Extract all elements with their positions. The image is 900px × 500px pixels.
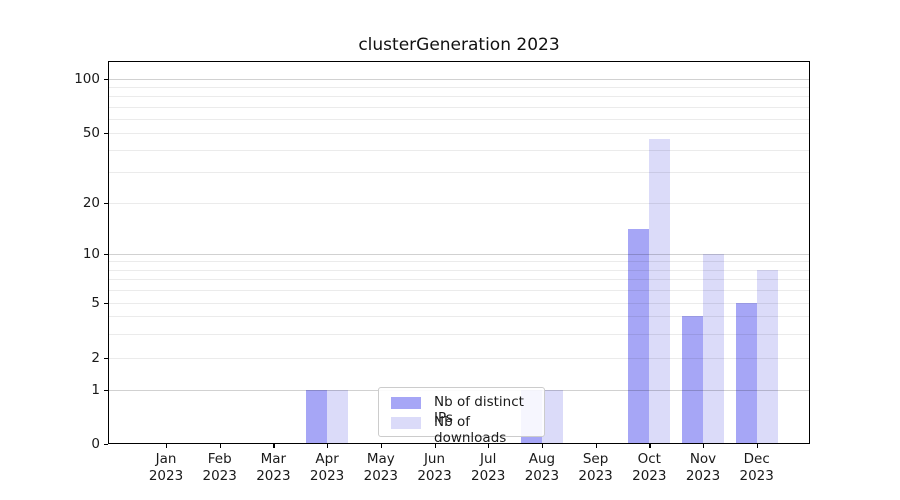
minor-gridline-y-40 (108, 150, 810, 152)
legend-label-1: Nb of distinct IPs (434, 394, 524, 426)
x-tick-label-jul: Jul 2023 (471, 451, 506, 484)
x-tick-mark-may (380, 444, 383, 448)
y-tick-mark-5 (104, 303, 108, 305)
legend-row-1: Nb of distinct IPs (379, 393, 544, 426)
x-tick-label-nov: Nov 2023 (685, 451, 721, 484)
x-tick-label-mar: Mar 2023 (256, 451, 291, 484)
legend-label-2: Nb of downloads (434, 414, 507, 446)
bar-nb-of-downloads-aug (541, 390, 563, 444)
y-tick-mark-50 (104, 133, 108, 135)
x-tick-mark-oct (649, 444, 651, 448)
y-tick-label-1: 1 (91, 382, 100, 398)
gridline-y-50 (108, 133, 810, 134)
x-tick-label-may: May 2023 (363, 451, 398, 484)
x-tick-mark-feb (219, 444, 221, 448)
y-tick-mark-10 (104, 254, 108, 256)
gridline-y-10 (108, 254, 810, 255)
bar-nb-of-downloads-oct (649, 139, 671, 444)
y-tick-label-50: 50 (82, 125, 100, 141)
x-tick-mark-mar (273, 444, 275, 448)
minor-gridline-y-9 (108, 261, 810, 263)
minor-gridline-y-80 (108, 96, 810, 98)
x-tick-mark-sep (595, 444, 597, 448)
x-tick-label-oct: Oct 2023 (632, 451, 667, 484)
gridline-y-5 (108, 303, 810, 304)
bar-nb-of-distinct-ips-apr (306, 390, 328, 444)
x-tick-mark-jun (434, 444, 436, 448)
chart-title: clusterGeneration 2023 (358, 35, 560, 55)
x-tick-label-apr: Apr 2023 (309, 451, 345, 484)
minor-gridline-y-60 (108, 118, 810, 120)
minor-gridline-y-6 (108, 290, 810, 292)
legend-swatch-2 (391, 417, 421, 429)
minor-gridline-y-8 (108, 269, 810, 271)
legend-row-2: Nb of downloads (379, 413, 544, 446)
plot-frame (108, 61, 810, 444)
x-tick-label-feb: Feb 2023 (202, 451, 237, 484)
bar-nb-of-distinct-ips-dec (735, 303, 757, 444)
minor-gridline-y-4 (108, 316, 810, 318)
y-tick-mark-1 (104, 390, 108, 392)
y-tick-label-0: 0 (91, 436, 100, 452)
minor-gridline-y-90 (108, 87, 810, 89)
y-tick-label-100: 100 (74, 71, 100, 87)
y-tick-mark-2 (104, 358, 108, 360)
bar-nb-of-distinct-ips-oct (628, 229, 650, 444)
gridline-y-20 (108, 203, 810, 204)
minor-gridline-y-7 (108, 279, 810, 281)
y-tick-label-5: 5 (91, 295, 100, 311)
bar-nb-of-downloads-nov (703, 254, 724, 444)
y-tick-mark-100 (104, 79, 108, 81)
x-tick-label-jun: Jun 2023 (417, 451, 452, 484)
x-tick-mark-aug (541, 444, 544, 448)
minor-gridline-y-3 (108, 333, 810, 335)
legend: Nb of distinct IPs Nb of downloads (378, 387, 545, 446)
y-tick-label-10: 10 (82, 246, 100, 262)
x-tick-mark-jul (488, 444, 490, 448)
y-tick-mark-20 (104, 203, 108, 205)
x-tick-label-aug: Aug 2023 (524, 451, 560, 484)
x-tick-mark-nov (703, 444, 705, 448)
x-tick-mark-dec (756, 444, 758, 448)
x-tick-mark-jan (166, 444, 168, 448)
x-tick-label-dec: Dec 2023 (739, 451, 774, 484)
x-tick-label-jan: Jan 2023 (148, 451, 184, 484)
gridline-y-2 (108, 358, 810, 359)
legend-swatch-1 (391, 397, 421, 409)
gridline-y-100 (108, 79, 810, 80)
minor-gridline-y-70 (108, 106, 810, 108)
y-tick-mark-0 (104, 444, 108, 446)
x-tick-mark-apr (327, 444, 329, 448)
y-tick-label-2: 2 (91, 350, 100, 366)
bar-nb-of-distinct-ips-nov (682, 316, 703, 444)
bar-nb-of-downloads-apr (327, 390, 349, 444)
y-tick-label-20: 20 (82, 195, 100, 211)
minor-gridline-y-30 (108, 172, 810, 174)
x-tick-label-sep: Sep 2023 (578, 451, 613, 484)
bar-nb-of-downloads-dec (756, 269, 778, 444)
